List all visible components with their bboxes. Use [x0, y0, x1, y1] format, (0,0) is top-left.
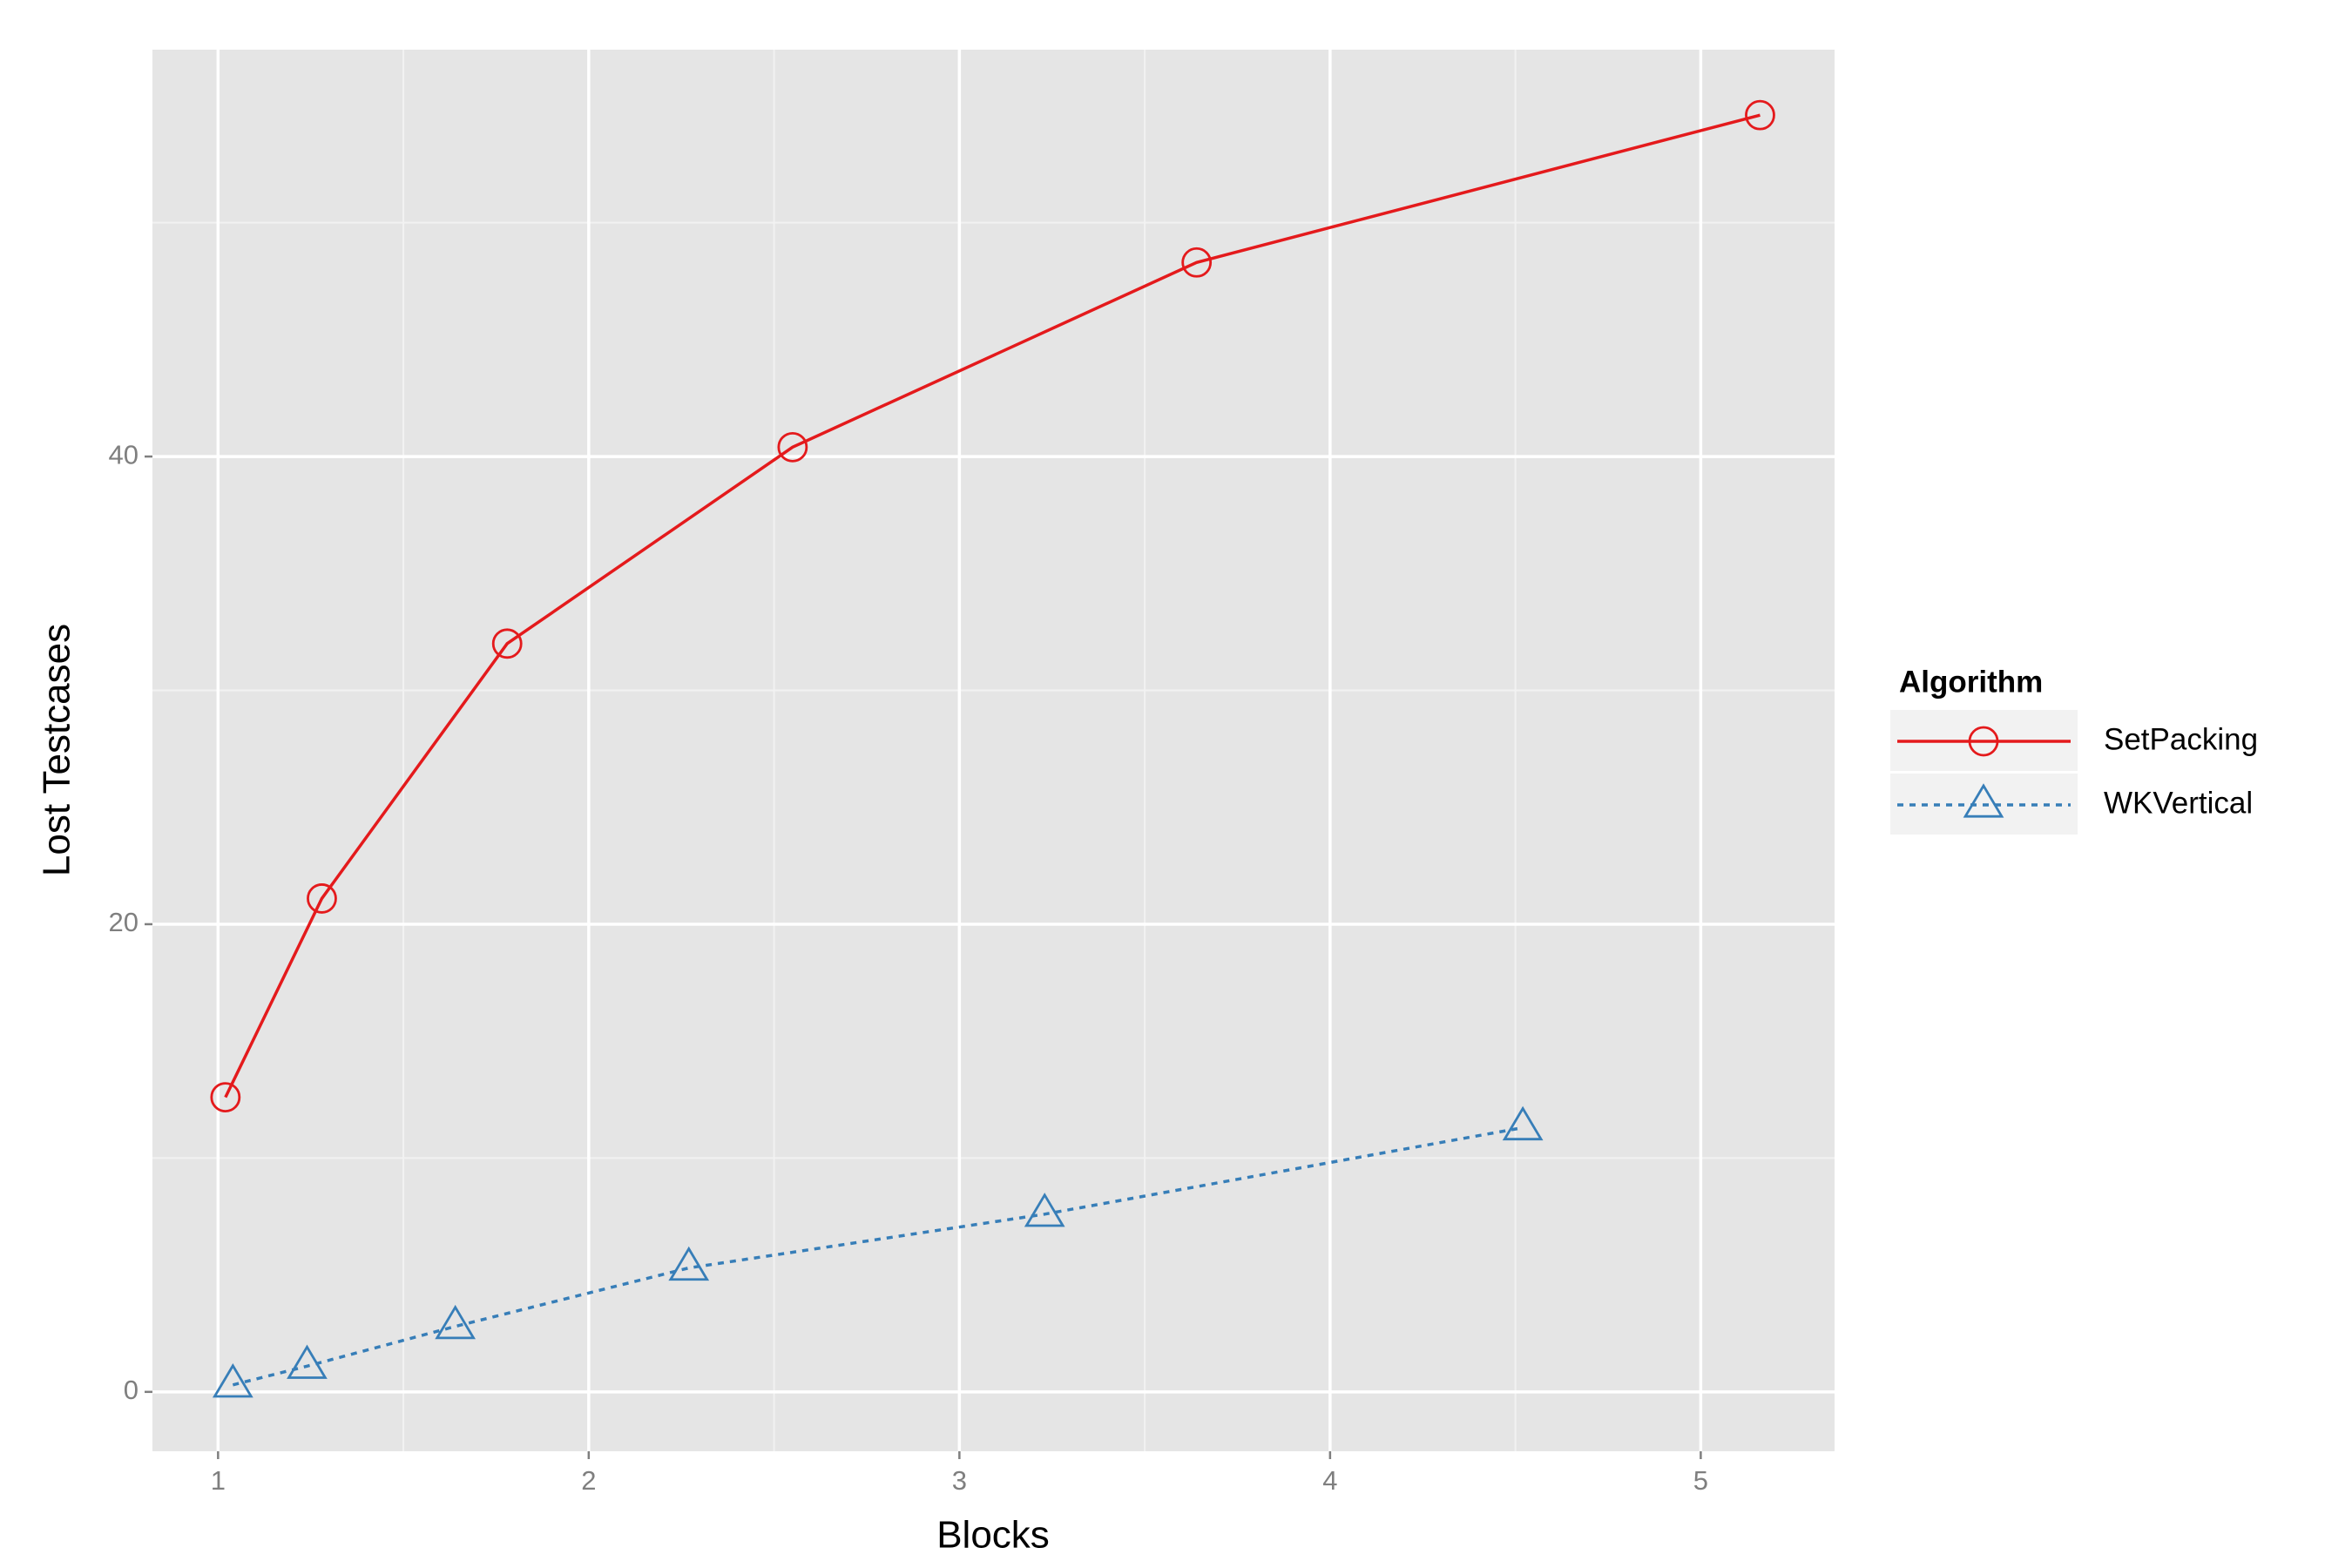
legend-label: SetPacking	[2104, 722, 2258, 756]
point-marker	[668, 1246, 710, 1281]
point-marker	[287, 1344, 328, 1379]
point-marker	[307, 883, 337, 914]
x-tick-label: 4	[1322, 1465, 1337, 1496]
y-tick-label: 40	[109, 439, 139, 470]
point-marker	[435, 1304, 476, 1340]
point-marker	[210, 1082, 241, 1112]
legend-title: Algorithm	[1899, 665, 2043, 699]
x-tick-label: 5	[1693, 1465, 1708, 1496]
x-tick-label: 2	[581, 1465, 596, 1496]
plot-panel	[152, 50, 1835, 1451]
point-marker	[1502, 1105, 1544, 1141]
x-tick-label: 1	[211, 1465, 226, 1496]
x-axis-title: Blocks	[936, 1514, 1050, 1557]
point-marker	[491, 628, 523, 659]
y-tick-label: 0	[124, 1375, 139, 1405]
legend-key-marker	[1963, 783, 2004, 818]
point-marker	[1745, 99, 1775, 131]
y-tick-label: 20	[109, 907, 139, 937]
y-axis-title: Lost Testcases	[36, 624, 78, 876]
point-marker	[777, 431, 808, 463]
point-marker	[1181, 247, 1213, 278]
point-marker	[1024, 1193, 1065, 1227]
x-tick-label: 3	[952, 1465, 967, 1496]
legend-label: WKVertical	[2104, 786, 2253, 820]
series-line	[224, 113, 1761, 1098]
legend-key-marker	[1968, 726, 1999, 757]
point-marker	[212, 1363, 253, 1398]
